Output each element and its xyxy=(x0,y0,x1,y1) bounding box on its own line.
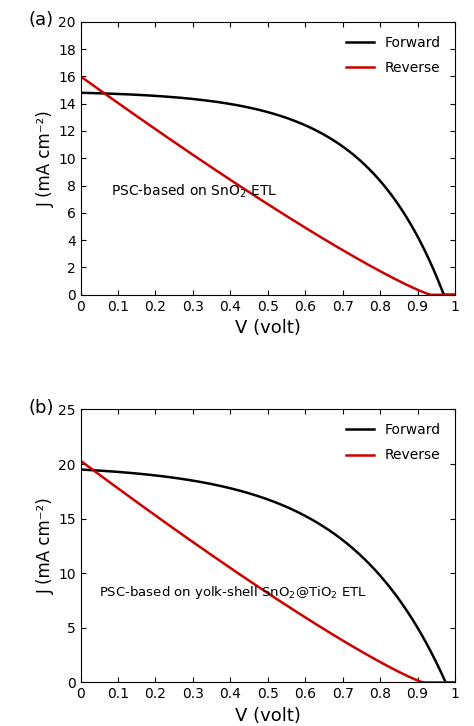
Forward xyxy=(243,102,248,111)
Reverse xyxy=(78,72,83,81)
Forward xyxy=(370,168,375,177)
Forward xyxy=(452,678,458,687)
Text: PSC-based on SnO$_2$ ETL: PSC-based on SnO$_2$ ETL xyxy=(110,182,277,200)
Reverse xyxy=(229,565,235,574)
Y-axis label: J (mA cm⁻²): J (mA cm⁻²) xyxy=(37,110,55,207)
Reverse xyxy=(452,290,458,299)
Reverse xyxy=(421,678,427,687)
X-axis label: V (volt): V (volt) xyxy=(235,319,301,337)
Reverse xyxy=(452,678,458,687)
Reverse xyxy=(370,263,375,272)
Line: Reverse: Reverse xyxy=(81,461,455,682)
Forward xyxy=(443,678,449,687)
Forward xyxy=(243,488,248,497)
Text: (b): (b) xyxy=(28,399,54,417)
Reverse xyxy=(428,290,434,299)
Reverse xyxy=(370,653,375,662)
Reverse xyxy=(229,176,235,185)
Reverse xyxy=(78,457,83,465)
Forward xyxy=(78,89,83,97)
Y-axis label: J (mA cm⁻²): J (mA cm⁻²) xyxy=(37,497,55,595)
Forward xyxy=(370,563,375,571)
Forward xyxy=(78,465,83,474)
Legend: Forward, Reverse: Forward, Reverse xyxy=(339,29,448,82)
Forward xyxy=(335,532,340,541)
Forward xyxy=(116,468,122,476)
Forward xyxy=(376,176,382,184)
Reverse xyxy=(116,99,122,108)
Forward xyxy=(229,484,235,493)
Line: Forward: Forward xyxy=(81,93,455,295)
Text: PSC-based on yolk-shell SnO$_2$@TiO$_2$ ETL: PSC-based on yolk-shell SnO$_2$@TiO$_2$ … xyxy=(100,584,367,601)
Forward xyxy=(335,139,340,147)
Reverse xyxy=(243,574,248,582)
Reverse xyxy=(376,266,382,275)
Legend: Forward, Reverse: Forward, Reverse xyxy=(339,417,448,470)
Forward xyxy=(229,100,235,109)
Reverse xyxy=(376,657,382,666)
Forward xyxy=(376,571,382,579)
Forward xyxy=(452,290,458,299)
Forward xyxy=(441,290,447,299)
Reverse xyxy=(243,185,248,194)
Reverse xyxy=(335,633,340,642)
X-axis label: V (volt): V (volt) xyxy=(235,707,301,725)
Reverse xyxy=(116,485,122,494)
Line: Forward: Forward xyxy=(81,470,455,682)
Text: (a): (a) xyxy=(28,11,53,29)
Line: Reverse: Reverse xyxy=(81,76,455,295)
Reverse xyxy=(335,243,340,252)
Forward xyxy=(116,89,122,98)
